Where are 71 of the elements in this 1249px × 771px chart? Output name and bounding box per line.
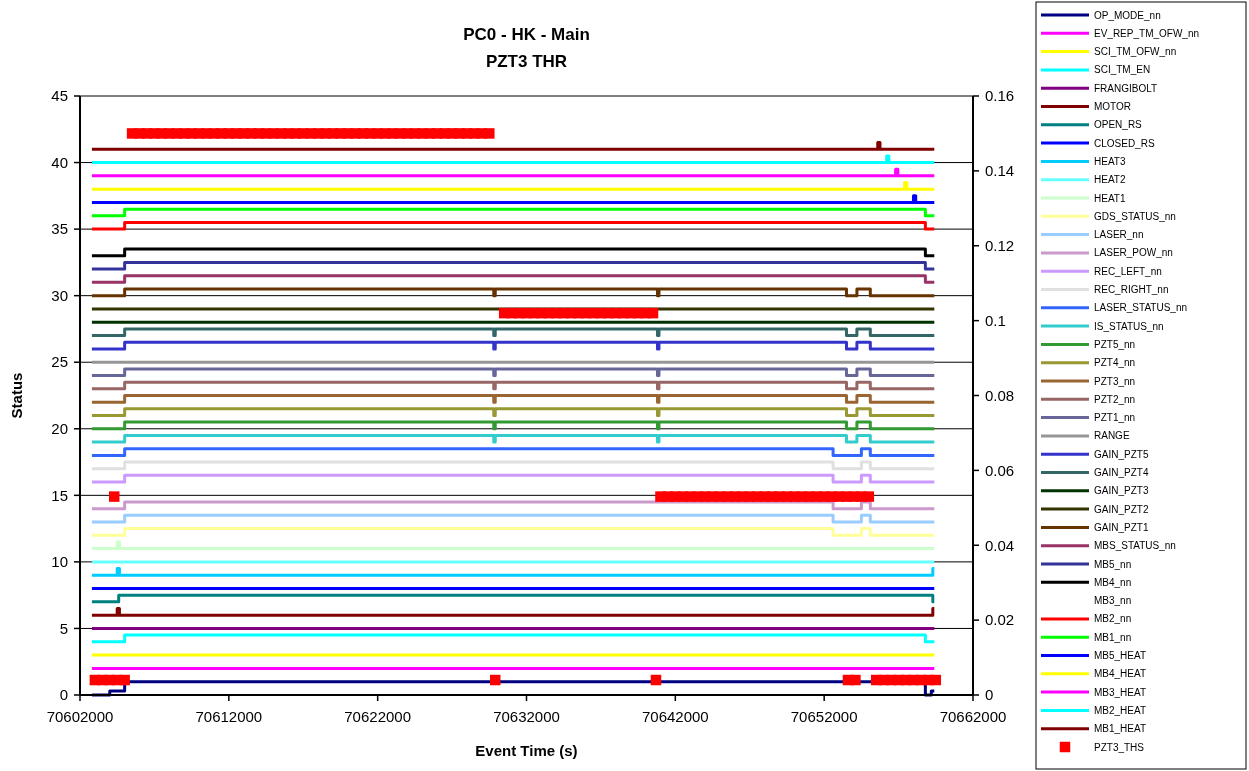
legend-label: MB1_HEAT	[1094, 723, 1147, 735]
legend-label: MB4_nn	[1094, 576, 1132, 588]
legend-label: GAIN_PZT2	[1094, 503, 1149, 515]
legend-label: MB4_HEAT	[1094, 668, 1147, 680]
y-tick-label: 35	[51, 220, 68, 238]
y2-tick-label: 0.04	[985, 536, 1015, 554]
legend-label: MBS_STATUS_nn	[1094, 540, 1176, 552]
y2-tick-label: 0.12	[985, 237, 1015, 254]
legend-label: LASER_POW_nn	[1094, 247, 1173, 259]
legend-label: LASER_nn	[1094, 229, 1144, 241]
legend-label: CLOSED_RS	[1094, 137, 1155, 149]
y2-tick-label: 0.06	[985, 461, 1015, 479]
legend-label: MB2_HEAT	[1094, 704, 1147, 716]
legend-label: PZT2_nn	[1094, 393, 1136, 405]
legend-label: SCI_TM_OFW_nn	[1094, 46, 1177, 58]
legend-label: OPEN_RS	[1094, 119, 1143, 131]
y2-tick-label: 0.14	[985, 162, 1015, 180]
y2-tick-label: 0.02	[985, 611, 1015, 629]
legend-label: OP_MODE_nn	[1094, 9, 1161, 21]
legend-label: MB3_HEAT	[1094, 686, 1147, 698]
legend-label: MOTOR	[1094, 101, 1132, 112]
x-tick-label: 70602000	[46, 708, 114, 725]
legend-label: MB2_nn	[1094, 613, 1132, 625]
legend-label: GDS_STATUS_nn	[1094, 210, 1176, 222]
legend-label: GAIN_PZT3	[1094, 485, 1149, 497]
legend-label: SCI_TM_EN	[1094, 64, 1151, 76]
legend-label: RANGE	[1094, 430, 1130, 442]
text: MB3_nn	[1094, 595, 1132, 607]
x-tick-label: 70612000	[195, 708, 263, 725]
y2-tick-label: 0.08	[985, 386, 1015, 404]
legend-label: REC_RIGHT_nn	[1094, 284, 1169, 295]
legend-label: MB5_HEAT	[1094, 650, 1147, 661]
y2-tick-label: 0	[985, 686, 994, 704]
x-tick-label: 70642000	[641, 708, 709, 725]
legend-label: GAIN_PZT4	[1094, 467, 1149, 478]
y-tick-label: 20	[51, 420, 68, 438]
legend-label: PZT1_nn	[1094, 412, 1136, 424]
legend-label: HEAT3	[1094, 155, 1126, 167]
legend-label: IS_STATUS_nn	[1094, 320, 1164, 332]
legend-label: GAIN_PZT5	[1094, 448, 1149, 460]
y-tick-label: 25	[51, 353, 68, 371]
legend-label: PZT5_nn	[1094, 338, 1136, 350]
y2-tick-label: 0.1	[985, 311, 1006, 329]
x-tick-label: 70632000	[493, 708, 560, 725]
y-axis-title: Status	[8, 372, 25, 419]
y-tick-label: 15	[51, 486, 68, 504]
legend-label: REC_LEFT_nn	[1094, 265, 1162, 277]
legend-label: PZT3_nn	[1094, 375, 1136, 387]
x-tick-label: 70622000	[344, 708, 412, 725]
legend-label: EV_REP_TM_OFW_nn	[1094, 27, 1200, 39]
legend-label: HEAT1	[1094, 192, 1126, 204]
x-tick-label: 70662000	[939, 708, 1007, 725]
legend-label: MB5_nn	[1094, 558, 1132, 570]
legend-label: PZT3_THS	[1094, 741, 1145, 753]
y-tick-label: 40	[51, 153, 68, 171]
x-tick-label: 70652000	[790, 708, 858, 725]
legend-label: GAIN_PZT1	[1094, 521, 1149, 533]
y2-tick-label: 0.16	[985, 87, 1015, 105]
chart-title: PC0 - HK - Main	[463, 25, 590, 44]
legend-label: HEAT2	[1094, 174, 1126, 186]
legend-label: PZT4_nn	[1094, 357, 1136, 369]
y-tick-label: 0	[59, 686, 68, 704]
legend-label: LASER_STATUS_nn	[1094, 302, 1188, 314]
y-tick-label: 10	[51, 553, 68, 571]
legend-label: MB1_nn	[1094, 631, 1132, 643]
y-tick-label: 5	[59, 619, 68, 637]
y-tick-label: 45	[51, 87, 68, 105]
legend-label: FRANGIBOLT	[1094, 82, 1158, 94]
y-tick-label: 30	[51, 286, 68, 304]
chart-subtitle: PZT3 THR	[485, 52, 568, 71]
x-axis-title: Event Time (s)	[475, 742, 578, 759]
